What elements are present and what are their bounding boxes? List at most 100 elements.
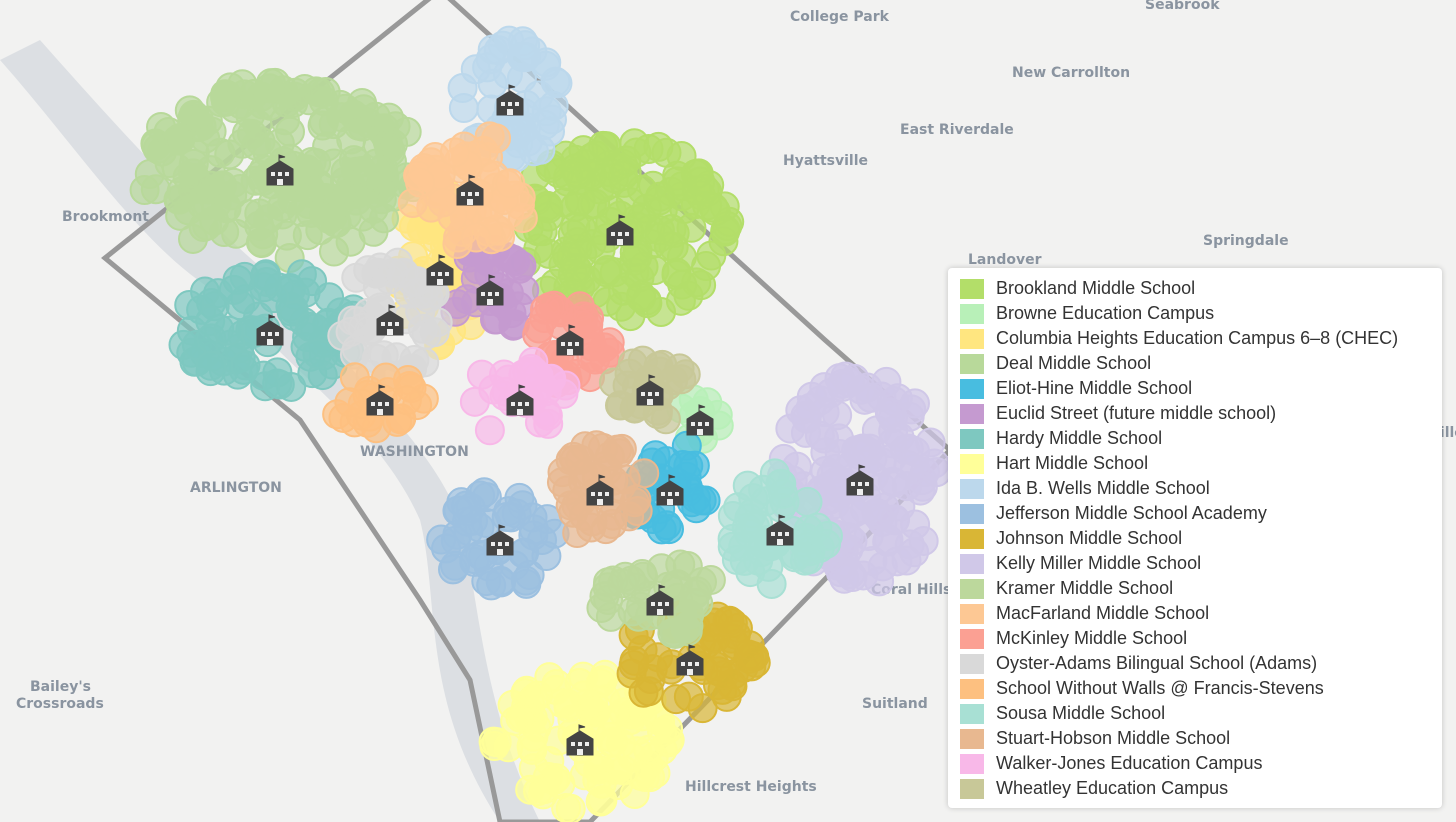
zone-point <box>334 387 365 418</box>
school-icon-windows <box>641 392 659 405</box>
place-label: College Park <box>790 9 890 25</box>
legend-label: Stuart-Hobson Middle School <box>996 728 1231 748</box>
place-label: Brookmont <box>62 209 149 225</box>
legend-label: McKinley Middle School <box>996 628 1188 648</box>
school-icon <box>476 274 504 306</box>
legend-label: Deal Middle School <box>996 353 1152 373</box>
legend-label: Hart Middle School <box>996 453 1149 473</box>
zone-point <box>510 565 541 596</box>
zone-point <box>405 167 436 198</box>
school-icon <box>606 214 634 246</box>
legend-entry: Columbia Heights Education Campus 6–8 (C… <box>960 326 1430 351</box>
school-icon-windows <box>851 482 869 495</box>
legend-swatch <box>960 628 984 649</box>
place-label: Springdale <box>1203 233 1289 249</box>
zone-point <box>342 306 373 337</box>
zone-point <box>360 101 391 132</box>
school-icon-windows <box>651 602 669 615</box>
zone-point <box>305 215 336 246</box>
legend-swatch <box>960 728 984 749</box>
school-icon <box>456 174 484 206</box>
zone-point <box>723 492 754 523</box>
legend-swatch <box>960 378 984 399</box>
zone-point <box>905 475 936 506</box>
school-icon-windows <box>271 172 289 185</box>
legend-swatch <box>960 353 984 374</box>
school-icon <box>586 474 614 506</box>
zone-point <box>579 697 610 728</box>
legend-swatch <box>960 578 984 599</box>
zone-point <box>899 537 930 568</box>
legend-label: Oyster-Adams Bilingual School (Adams) <box>996 653 1318 673</box>
legend-entry: Jefferson Middle School Academy <box>960 501 1430 526</box>
legend-entry: Kramer Middle School <box>960 576 1430 601</box>
legend-swatch <box>960 403 984 424</box>
place-label: WASHINGTON <box>360 444 469 460</box>
school-icon-shape <box>506 384 534 416</box>
zone-point <box>295 311 326 342</box>
zone-point <box>215 72 246 103</box>
zone-point <box>560 192 591 223</box>
zone-point <box>890 434 921 465</box>
legend-label: Ida B. Wells Middle School <box>996 478 1210 498</box>
school-icon <box>366 384 394 416</box>
zone-point <box>485 565 516 596</box>
zone-point <box>838 496 869 527</box>
legend-label: School Without Walls @ Francis-Stevens <box>996 678 1324 698</box>
zone-point <box>541 668 572 699</box>
legend: Brookland Middle School Browne Education … <box>948 268 1442 808</box>
school-icon <box>556 324 584 356</box>
zone-point <box>665 285 696 316</box>
school-icon-shape <box>256 314 284 346</box>
zone-point <box>393 278 424 309</box>
school-icon-shape <box>426 254 454 286</box>
school-icon <box>566 724 594 756</box>
zone-point <box>453 515 484 546</box>
zone-point <box>451 490 482 521</box>
zone-point <box>665 549 696 580</box>
school-icon-windows <box>611 232 629 245</box>
legend-label: Wheatley Education Campus <box>996 778 1229 798</box>
zone-point <box>466 359 497 390</box>
school-icon <box>846 464 874 496</box>
legend-swatch <box>960 703 984 724</box>
zone-point <box>510 30 541 61</box>
zone-point <box>448 93 479 124</box>
zone-point <box>653 713 684 744</box>
zone-point <box>709 659 740 690</box>
school-icon <box>486 524 514 556</box>
zone-point <box>497 689 528 720</box>
school-icon-shape <box>646 584 674 616</box>
school-icon-windows <box>371 402 389 415</box>
zone-point <box>428 187 459 218</box>
zone-point <box>555 793 586 822</box>
legend-swatch <box>960 653 984 674</box>
zone-point <box>621 137 652 168</box>
zone-point <box>673 681 704 712</box>
zone-point <box>854 433 885 464</box>
zone-point <box>251 266 282 297</box>
legend-label: Eliot-Hine Middle School <box>996 378 1193 398</box>
legend-entry: Browne Education Campus <box>960 301 1430 326</box>
zone-point <box>793 514 824 545</box>
school-icon-shape <box>266 154 294 186</box>
place-label: Hyattsville <box>783 153 868 169</box>
legend-entry: Kelly Miller Middle School <box>960 551 1430 576</box>
legend-swatch <box>960 753 984 774</box>
zone-point <box>915 427 946 458</box>
zone-point <box>615 301 646 332</box>
legend-entry: Deal Middle School <box>960 351 1430 376</box>
zone-point <box>254 73 285 104</box>
zone-point <box>439 137 470 168</box>
school-icon-shape <box>496 84 524 116</box>
school-icon-windows <box>491 542 509 555</box>
zone-point <box>213 315 244 346</box>
zone-point <box>785 395 816 426</box>
legend-swatch <box>960 328 984 349</box>
school-icon-shape <box>486 524 514 556</box>
legend-swatch <box>960 553 984 574</box>
zone-point <box>567 238 598 269</box>
legend-entry: Wheatley Education Campus <box>960 776 1430 801</box>
legend-entry: Euclid Street (future middle school) <box>960 401 1430 426</box>
zone-point <box>614 358 645 389</box>
